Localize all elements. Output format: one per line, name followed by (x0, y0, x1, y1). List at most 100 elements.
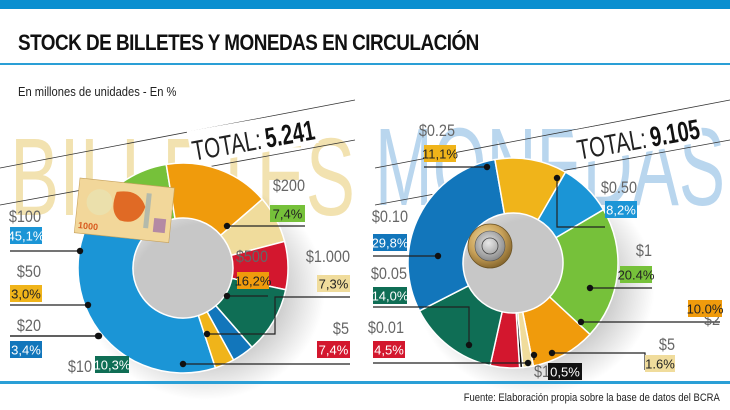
percent-value: 8,2% (606, 203, 636, 218)
leader-dot (524, 359, 532, 367)
slice-label: $0.50 8,2% (553, 174, 637, 228)
coin-image (467, 223, 513, 269)
leader-dot (76, 247, 84, 255)
percent-value: 7,4% (273, 207, 303, 222)
percent-value: 29,8% (372, 236, 409, 251)
percent-value: 10.0% (687, 302, 724, 317)
denomination-label: $10 (68, 358, 92, 376)
denomination-label: $0.50 (601, 179, 637, 197)
slice-label: $20 3,4% (10, 317, 103, 358)
slice-label: $1.000 7,3% (203, 248, 350, 338)
leader-dot (465, 341, 473, 349)
slice-label: $100,5% (530, 351, 582, 381)
billetes-total: TOTAL: 5.241 (186, 109, 319, 167)
donut-slice-010 (407, 158, 506, 312)
percent-value: 14,0% (372, 289, 409, 304)
percent-badge (645, 355, 675, 372)
percent-value: 10,3% (94, 358, 131, 373)
denomination-label: $200 (273, 177, 305, 195)
leader-dot (179, 360, 187, 368)
leader-dot (548, 349, 556, 357)
leader-dot (530, 351, 538, 359)
percent-value: 3,4% (11, 343, 41, 358)
denomination-label: $0.25 (419, 122, 455, 140)
leader-dot (434, 252, 442, 260)
denomination-label: $0.05 (371, 265, 407, 283)
donut-slice-025 (494, 157, 567, 221)
banknote-image: 1000 (73, 177, 175, 243)
percent-badge (10, 285, 42, 302)
percent-value: 0,5% (550, 365, 580, 380)
leader-dot (203, 330, 211, 338)
leader-dot (553, 174, 561, 182)
title-divider (0, 63, 730, 65)
svg-text:1000: 1000 (78, 220, 99, 232)
slice-label: $210.0% (577, 300, 724, 329)
donut-slice-1 (548, 208, 619, 336)
slice-label: $5 7,4% (179, 320, 350, 368)
leader-line (207, 296, 350, 335)
bottom-divider (0, 381, 730, 384)
percent-badge (373, 341, 405, 358)
slice-label: $0.10 29,8% (372, 208, 442, 260)
leader-dot (223, 292, 231, 300)
slice-label: $50 3,0% (10, 263, 92, 309)
slice-label: $0.01 4,5% (368, 319, 532, 367)
percent-value: 7,3% (319, 277, 349, 292)
percent-value: 3,0% (11, 287, 41, 302)
source-note: Fuente: Elaboración propia sobre la base… (463, 392, 720, 404)
slice-label: $200 7,4% (223, 177, 305, 230)
percent-badge (10, 341, 42, 358)
leader-dot (95, 332, 103, 340)
percent-badge (270, 205, 305, 222)
percent-badge (10, 227, 42, 244)
leader-dot (577, 318, 585, 326)
denomination-label: $20 (17, 317, 41, 335)
percent-badge (620, 266, 652, 283)
slice-label: $5 1.6% (548, 336, 675, 372)
percent-badge (424, 145, 456, 162)
percent-value: 16,2% (235, 274, 272, 289)
page-title: STOCK DE BILLETES Y MONEDAS EN CIRCULACI… (18, 30, 479, 55)
percent-badge (548, 363, 582, 380)
percent-badge (688, 300, 722, 317)
slice-label: $0.05 14,0% (371, 265, 473, 349)
percent-badge (373, 287, 407, 304)
top-accent-bar (0, 0, 730, 9)
percent-badge (95, 356, 129, 373)
percent-value: 7,4% (319, 343, 349, 358)
guide-line (0, 99, 356, 169)
slice-label: $0.25 11,1% (419, 122, 491, 171)
denomination-label: $1 (636, 242, 652, 260)
percent-badge (317, 275, 350, 292)
percent-badge (317, 341, 350, 358)
percent-value: 4,5% (374, 343, 404, 358)
leader-dot (483, 163, 491, 171)
denomination-label: $5 (659, 336, 675, 354)
leader-dot (586, 284, 594, 292)
percent-badge (605, 201, 637, 218)
denomination-label: $100 (9, 208, 41, 226)
slice-label: $500 16,2% (223, 248, 272, 300)
slice-label: $1 20.4% (586, 242, 655, 292)
percent-badge (373, 234, 407, 251)
percent-badge (237, 272, 269, 289)
denomination-label: $50 (17, 263, 41, 281)
leader-dot (223, 222, 231, 230)
donut-slice-50 (197, 310, 235, 369)
leader-line (373, 306, 470, 345)
denomination-label: $5 (333, 320, 349, 338)
leader-dot (84, 301, 92, 309)
percent-value: 11,1% (422, 147, 458, 162)
percent-value: 45,1% (8, 229, 45, 244)
slice-label: $100 45,1% (8, 208, 84, 255)
denomination-label: $1.000 (306, 248, 350, 266)
denomination-label: $0.10 (372, 208, 408, 226)
denomination-label: $500 (236, 248, 268, 266)
leader-line (556, 178, 605, 228)
denomination-label: $0.01 (368, 319, 404, 337)
percent-value: 1.6% (645, 357, 675, 372)
percent-value: 20.4% (618, 268, 655, 283)
subtitle: En millones de unidades - En % (18, 84, 177, 99)
